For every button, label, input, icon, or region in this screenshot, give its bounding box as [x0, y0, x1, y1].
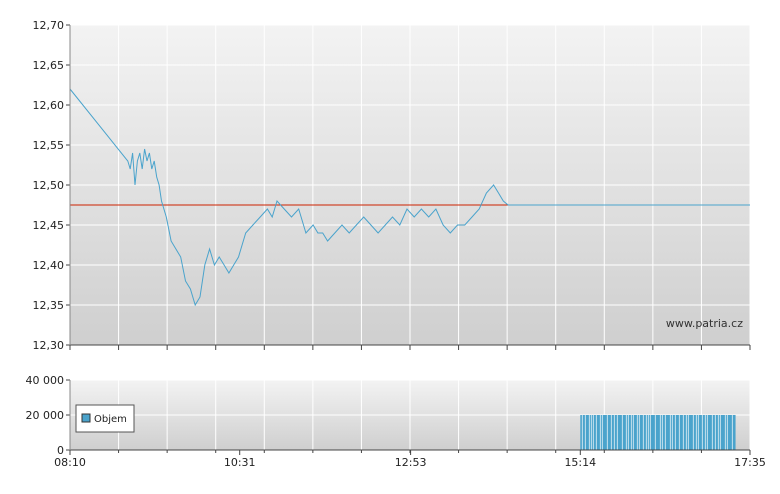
- legend-swatch: [81, 413, 91, 423]
- volume-x-tick-label: 12:53: [395, 456, 427, 469]
- volume-bar-gaps: [581, 415, 733, 450]
- price-y-tick-label: 12,50: [33, 179, 65, 192]
- price-y-tick-label: 12,40: [33, 259, 65, 272]
- price-y-tick-label: 12,55: [33, 139, 65, 152]
- price-grid: [70, 24, 751, 345]
- legend: Objem: [75, 404, 135, 433]
- volume-bar-block: [580, 415, 736, 450]
- volume-y-tick-label: 40 000: [26, 374, 65, 387]
- volume-y-tick-label: 0: [57, 444, 64, 457]
- price-x-ticks: [69, 345, 751, 350]
- price-y-tick-label: 12,65: [33, 59, 65, 72]
- volume-x-tick-label: 10:31: [224, 456, 256, 469]
- price-y-tick-label: 12,30: [33, 339, 65, 352]
- volume-x-axis: 08:10 10:31 12:53 15:14 17:35: [54, 450, 766, 469]
- price-y-tick-label: 12,70: [33, 19, 65, 32]
- watermark: www.patria.cz: [666, 317, 743, 330]
- volume-x-tick-label: 17:35: [734, 456, 766, 469]
- volume-x-tick-label: 08:10: [54, 456, 86, 469]
- price-series-line: [69, 88, 750, 307]
- price-y-tick-label: 12,45: [33, 219, 65, 232]
- price-y-axis: 12,30 12,35 12,40 12,45 12,50 12,55 12,60 12,65…: [33, 19, 70, 352]
- volume-x-tick-label: 15:14: [564, 456, 596, 469]
- price-y-tick-label: 12,35: [33, 299, 65, 312]
- volume-y-tick-label: 20 000: [26, 409, 65, 422]
- volume-y-axis: 0 20 000 40 000: [26, 374, 70, 457]
- price-y-tick-label: 12,60: [33, 99, 65, 112]
- legend-label: Objem: [94, 414, 127, 425]
